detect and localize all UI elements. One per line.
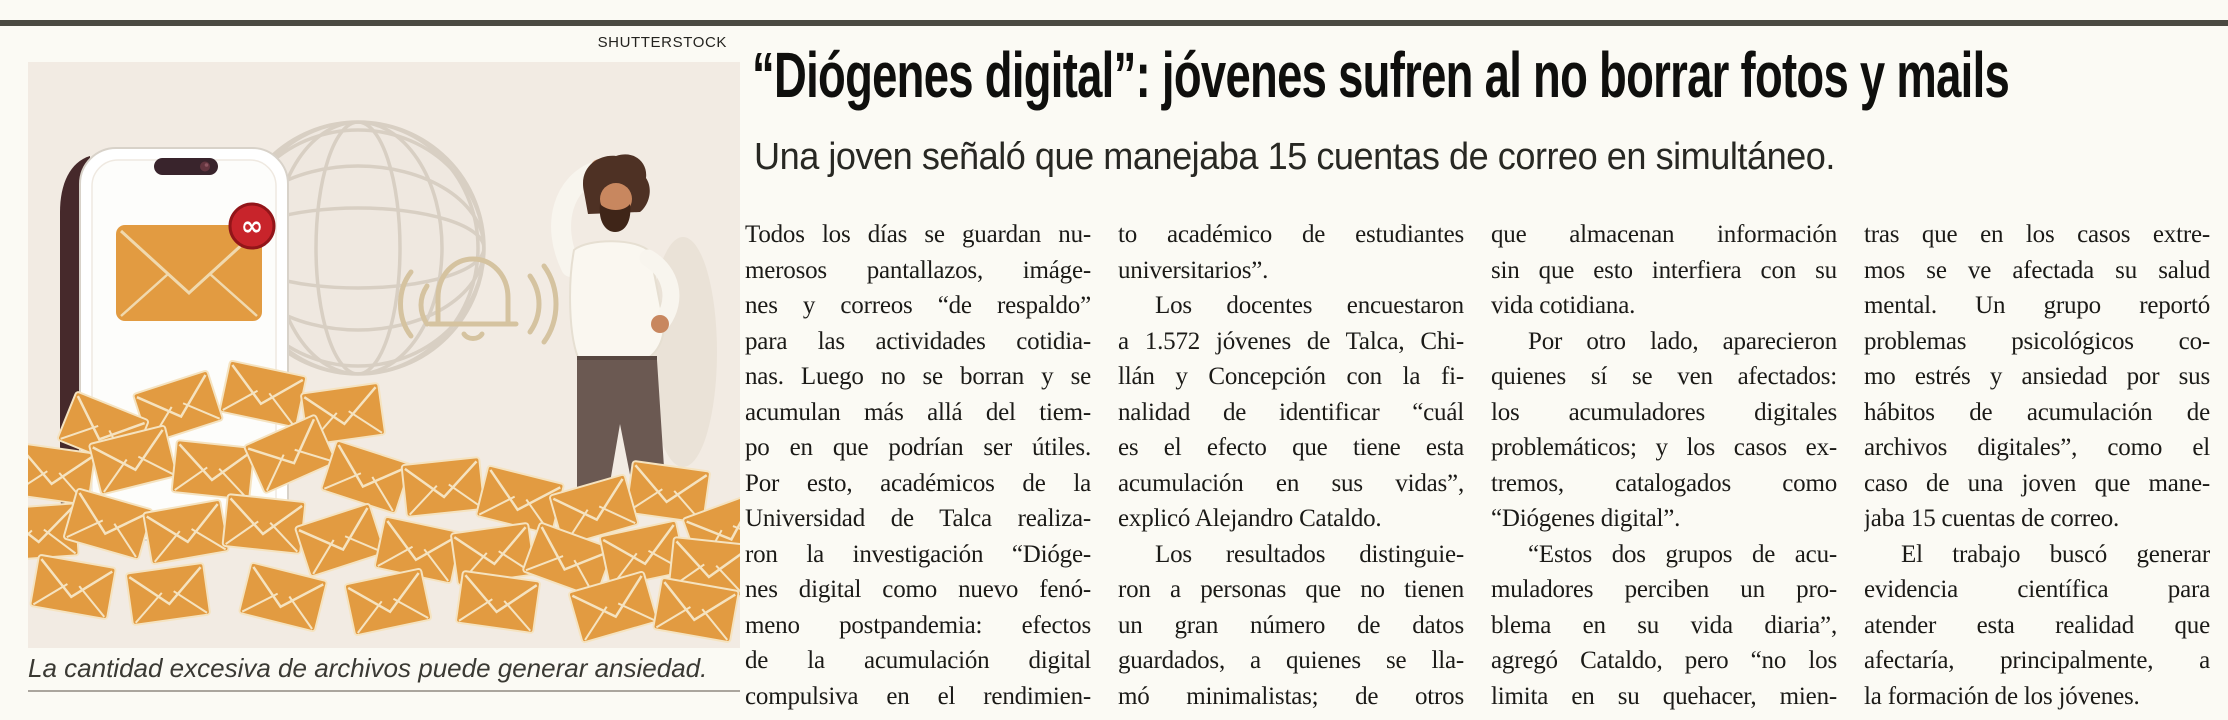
body-text-line: llán y Concepción con la fi- — [1118, 363, 1464, 390]
article-subhead: Una joven señaló que manejaba 15 cuentas… — [754, 136, 1892, 179]
body-text-line: nes y correos “de respaldo” — [745, 292, 1091, 319]
body-text-line: blema en su vida diaria”, — [1491, 611, 1837, 639]
bell-icon — [398, 256, 559, 345]
body-text-line: agregó Cataldo, pero “no los — [1491, 647, 1837, 674]
body-text-line: nes digital como nuevo fenó- — [745, 576, 1091, 603]
body-text-line: to académico de estudiantes — [1118, 221, 1464, 248]
body-text-line: un gran número de datos — [1118, 611, 1464, 639]
body-text-line: vida cotidiana. — [1491, 292, 1636, 319]
body-column-3: que almacenan información sin que esto in… — [1491, 217, 1837, 714]
article-headline-text: “Diógenes digital”: jóvenes sufren al no… — [752, 39, 2010, 111]
photo-credit: SHUTTERSTOCK — [597, 34, 727, 51]
article-subhead-text: Una joven señaló que manejaba 15 cuentas… — [754, 136, 1835, 178]
body-text-line: mó minimalistas; de otros — [1118, 682, 1464, 710]
section-divider-rule — [0, 20, 2228, 26]
body-text-line: atender esta realidad que — [1864, 611, 2210, 639]
body-column-2: to académico de estudiantes universitario… — [1118, 217, 1464, 714]
body-text-line: acumulación en sus vidas”, — [1118, 469, 1464, 497]
body-text-line: de la acumulación digital — [745, 647, 1091, 674]
body-text-line: “Estos dos grupos de acu- — [1528, 540, 1837, 568]
body-text-line: El trabajo buscó generar — [1901, 540, 2210, 568]
body-text-line: la formación de los jóvenes. — [1864, 682, 2140, 710]
body-text-line: nalidad de identificar “cuál — [1118, 398, 1464, 426]
body-text-line: problemas psicológicos co- — [1864, 327, 2210, 355]
body-text-line: “Diógenes digital”. — [1491, 505, 1681, 532]
body-text-line: Los resultados distinguie- — [1155, 540, 1464, 568]
body-text-line: caso de una joven que mane- — [1864, 469, 2210, 497]
body-text-line: merosos pantallazos, imáge- — [745, 256, 1091, 284]
man-belt — [577, 356, 657, 363]
body-text-line: mo estrés y ansiedad por sus — [1864, 363, 2210, 390]
body-text-line: afectaría, principalmente, a — [1864, 647, 2210, 674]
article-body: Todos los días se guardan nu-merosos pan… — [745, 217, 2210, 714]
body-text-line: los acumuladores digitales — [1491, 398, 1837, 426]
illustration-graphic: ∞ — [28, 62, 740, 648]
email-envelope-icon — [116, 225, 262, 321]
body-text-line: universitarios”. — [1118, 256, 1269, 284]
body-text-line: problemáticos; y los casos ex- — [1491, 434, 1837, 461]
body-text-line: compulsiva en el rendimien- — [745, 682, 1091, 710]
body-text-line: quienes sí se ven afectados: — [1491, 363, 1837, 390]
body-text-line: archivos digitales”, como el — [1864, 434, 2210, 461]
body-text-line: explicó Alejandro Cataldo. — [1118, 505, 1382, 532]
body-text-line: Por esto, académicos de la — [745, 469, 1091, 497]
body-text-line: acumulan más allá del tiem- — [745, 398, 1091, 426]
body-text-line: tremos, catalogados como — [1491, 469, 1837, 497]
article-photo: ∞ — [28, 62, 740, 648]
body-text-line: Universidad de Talca realiza- — [745, 505, 1091, 532]
body-text-line: mos se ve afectada su salud — [1864, 256, 2210, 284]
body-text-line: jaba 15 cuentas de correo. — [1864, 505, 2120, 532]
body-text-line: ron a personas que no tienen — [1118, 576, 1464, 603]
phone-camera-icon — [200, 161, 210, 172]
body-text-line: guardados, a quienes se lla- — [1118, 647, 1464, 674]
body-text-line: a 1.572 jóvenes de Talca, Chi- — [1118, 327, 1464, 355]
man-face — [600, 183, 632, 215]
infinity-icon: ∞ — [241, 211, 264, 242]
photo-caption: La cantidad excesiva de archivos puede g… — [28, 653, 740, 692]
body-column-1: Todos los días se guardan nu-merosos pan… — [745, 217, 1091, 714]
body-text-line: nas. Luego no se borran y se — [745, 363, 1091, 390]
body-text-line: po en que podrían ser útiles. — [745, 434, 1091, 461]
body-text-line: Los docentes encuestaron — [1155, 292, 1464, 319]
body-text-line: Todos los días se guardan nu- — [745, 221, 1091, 248]
man-shirt — [569, 240, 666, 363]
body-text-line: que almacenan información — [1491, 221, 1837, 248]
body-text-line: es el efecto que tiene esta — [1118, 434, 1464, 461]
body-text-line: muladores perciben un pro- — [1491, 576, 1837, 603]
body-text-line: evidencia científica para — [1864, 576, 2210, 603]
body-text-line: tras que en los casos extre- — [1864, 221, 2210, 248]
body-text-line: sin que esto interfiera con su — [1491, 256, 1837, 284]
article-headline: “Diógenes digital”: jóvenes sufren al no… — [752, 39, 2228, 114]
phone-notch — [154, 158, 218, 175]
body-text-line: Por otro lado, aparecieron — [1528, 327, 1837, 355]
body-text-line: hábitos de acumulación de — [1864, 398, 2210, 426]
body-text-line: ron la investigación “Dióge- — [745, 540, 1091, 568]
body-text-line: para las actividades cotidia- — [745, 327, 1091, 355]
infinity-notification-badge: ∞ — [228, 202, 276, 250]
body-column-4: tras que en los casos extre-mos se ve af… — [1864, 217, 2210, 714]
body-text-line: meno postpandemia: efectos — [745, 611, 1091, 639]
body-text-line: mental. Un grupo reportó — [1864, 292, 2210, 319]
body-text-line: limita en su quehacer, mien- — [1491, 682, 1837, 710]
man-beard — [599, 204, 631, 232]
